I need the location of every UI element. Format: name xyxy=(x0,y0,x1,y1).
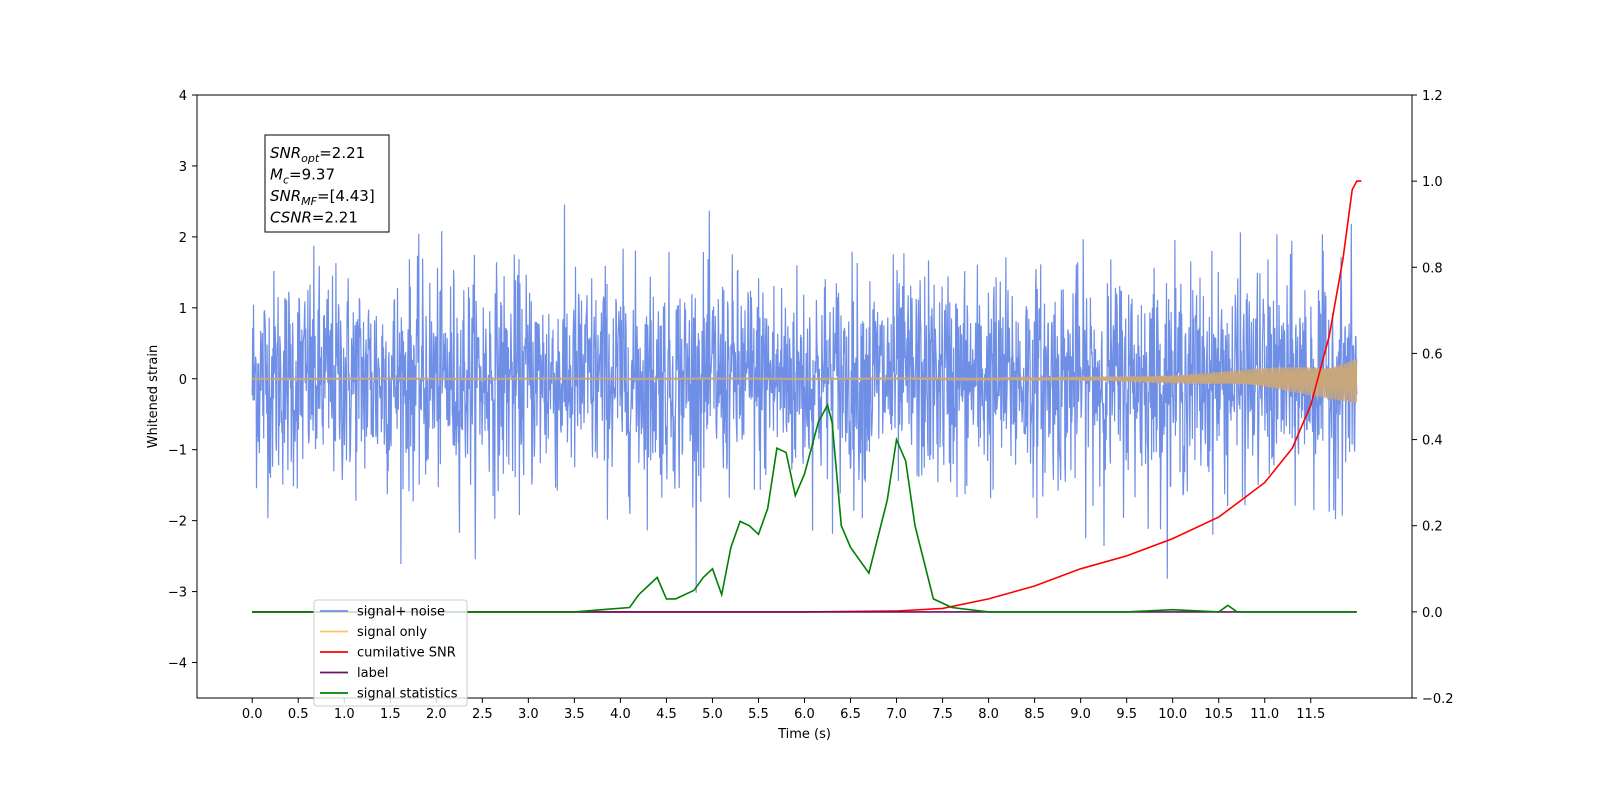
x-tick-label: 4.5 xyxy=(656,707,677,722)
x-tick-label: 8.5 xyxy=(1024,707,1045,722)
x-tick-label: 5.5 xyxy=(748,707,769,722)
x-tick-label: 11.0 xyxy=(1250,707,1279,722)
y-axis-label: Whitened strain xyxy=(146,345,161,448)
y2-tick-label: 0.4 xyxy=(1422,434,1443,449)
series-layer xyxy=(251,180,1362,613)
legend: signal+ noise signal only cumilative SNR la… xyxy=(313,599,468,707)
x-tick-label: 2.5 xyxy=(472,707,493,722)
y-tick-label: 3 xyxy=(179,160,187,175)
series-line-signal-noise xyxy=(251,204,1358,593)
series-line-signal-statistics xyxy=(252,402,1357,613)
x-tick-label: 6.0 xyxy=(794,707,815,722)
y2-tick-label: 0.8 xyxy=(1422,261,1443,276)
x-tick-label: 4.0 xyxy=(610,707,631,722)
y2-tick-label: 1.0 xyxy=(1422,175,1443,190)
y-tick-label: 0 xyxy=(179,373,187,388)
y2-tick-label: 0.2 xyxy=(1422,520,1443,535)
y-tick-label: −4 xyxy=(168,657,187,672)
y2-tick-label: 0.6 xyxy=(1422,347,1443,362)
annotation-line: SNRopt=2.21 xyxy=(270,144,365,165)
legend-entry-label: label xyxy=(357,666,388,681)
legend-entry-label: cumilative SNR xyxy=(357,646,456,661)
x-tick-label: 10.0 xyxy=(1158,707,1187,722)
annotation-frame xyxy=(264,134,390,233)
y2-tick-label: 1.2 xyxy=(1422,89,1443,104)
y-tick-label: 4 xyxy=(179,89,187,104)
y-tick-label: 2 xyxy=(179,231,187,246)
x-axis-label: Time (s) xyxy=(777,727,831,742)
x-tick-label: 3.5 xyxy=(564,707,585,722)
annotation-line: CSNR=2.21 xyxy=(270,209,358,227)
annotation-line: Mc=9.37 xyxy=(270,166,335,187)
axes-layer: 0.0 0.5 1.0 1.5 2.0 2.5 3.0 3.5 4.0 4.5 5.0 5.5 6.0 6… xyxy=(168,89,1454,722)
x-tick-label: 3.0 xyxy=(518,707,539,722)
series-line-cumilative-snr xyxy=(252,180,1362,613)
x-tick-label: 11.5 xyxy=(1296,707,1325,722)
x-tick-label: 9.5 xyxy=(1116,707,1137,722)
y-tick-label: −3 xyxy=(168,586,187,601)
x-tick-label: 1.5 xyxy=(380,707,401,722)
legend-entry-label: signal only xyxy=(357,625,427,640)
x-tick-label: 7.0 xyxy=(886,707,907,722)
y-tick-label: 1 xyxy=(179,302,187,317)
y2-tick-label: −0.2 xyxy=(1422,692,1454,707)
x-tick-label: 6.5 xyxy=(840,707,861,722)
legend-entry-label: signal statistics xyxy=(357,687,458,702)
x-tick-label: 5.0 xyxy=(702,707,723,722)
x-tick-label: 2.0 xyxy=(426,707,447,722)
y-tick-label: −2 xyxy=(168,515,187,530)
x-tick-label: 0.5 xyxy=(288,707,309,722)
x-tick-label: 7.5 xyxy=(932,707,953,722)
annotation-line: SNRMF=[4.43] xyxy=(270,187,375,208)
y2-tick-label: 0.0 xyxy=(1422,606,1443,621)
y-tick-label: −1 xyxy=(168,444,187,459)
x-tick-label: 9.0 xyxy=(1070,707,1091,722)
x-tick-label: 0.0 xyxy=(242,707,263,722)
legend-entry-label: signal+ noise xyxy=(357,605,445,620)
x-tick-label: 1.0 xyxy=(334,707,355,722)
x-tick-label: 8.0 xyxy=(978,707,999,722)
series-line-signal-only xyxy=(251,358,1358,403)
x-tick-label: 10.5 xyxy=(1204,707,1233,722)
legend-frame xyxy=(313,599,468,707)
